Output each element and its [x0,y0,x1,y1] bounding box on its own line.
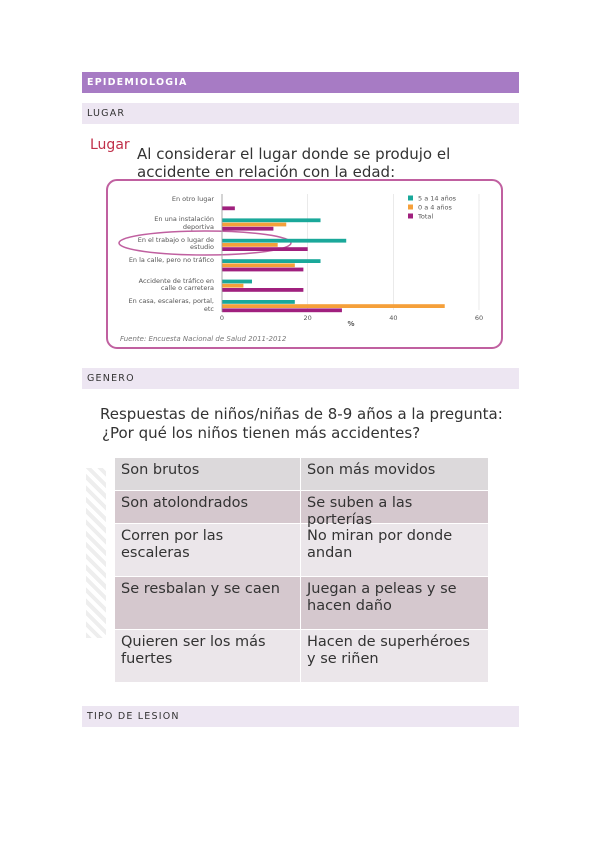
bar [222,238,347,243]
header-bar: EPIDEMIOLOGIA [82,72,519,93]
question-line: Respuestas de niños/niñas de 8-9 años a … [100,405,503,423]
title-line: Al considerar el lugar donde se produjo … [137,145,451,163]
question: Respuestas de niños/niñas de 8-9 años a … [100,405,503,443]
table-cell: Hacen de superhéroes y se riñen [307,634,470,667]
table-cell: Se suben a las porterías [307,495,413,528]
question-line: ¿Por qué los niños tienen más accidentes… [102,424,421,442]
x-tick-label: 0 [220,314,224,322]
category-label: En casa, escaleras, portal, etc [128,297,214,313]
table-cell: Corren por las escaleras [115,524,301,576]
legend-swatch [408,204,413,210]
bar [222,247,308,251]
legend-swatch [408,213,413,219]
bar [222,226,274,231]
source: Fuente: Encuesta Nacional de Salud 2011-… [120,335,287,343]
table-row: Son brutos Son más movidos [115,458,488,491]
legend-label: Total [417,213,433,221]
table-row: Corren por las escaleras No miran por don… [115,524,488,577]
x-tick-label: 20 [304,314,312,322]
legend-label: 0 a 4 años [418,204,453,212]
slide-label: Lugar [90,137,130,153]
table-row: Son atolondrados Se suben a las porterías [115,491,488,528]
bar [222,283,244,288]
legend-swatch [408,195,413,201]
bar [222,259,321,263]
bar [222,206,235,211]
category-label: En el trabajo o lugar de estudio [137,235,214,252]
x-axis-label: % [347,320,354,328]
legend-label: 5 a 14 años [418,195,457,203]
bar [222,300,295,304]
bar [222,263,295,268]
table-cell: Quieren ser los más fuertes [115,630,301,682]
bar [222,304,445,308]
table-cell: No miran por donde andan [307,528,453,561]
x-tick-label: 60 [475,314,483,322]
bar [222,267,304,272]
bar [222,222,287,227]
table-row: Quieren ser los más fuertes Hacen de supe… [115,630,488,683]
bar [222,243,278,247]
category-label: En una instalación deportiva [154,215,214,231]
category-label: Accidente de tráfico en calle o carreter… [138,276,214,293]
table-cell: Son más movidos [307,462,436,478]
category-label: En la calle, pero no tráfico [128,256,214,265]
highlight-ellipse [118,230,292,256]
table-row: Se resbalan y se caen Juegan a peleas y s… [115,577,488,630]
table-cell: Son brutos [115,458,301,490]
table: Son brutos Son más movidos Son atolondrado… [115,458,488,683]
section-bar: LUGAR [82,103,519,124]
table-cell: Son atolondrados [115,491,301,523]
table-cell: Juegan a peleas y se hacen daño [307,581,457,614]
table-cell: Se resbalan y se caen [115,577,301,629]
chart-frame [106,179,503,349]
section-bar: TIPO DE LESION [82,706,519,727]
bar [222,288,304,292]
decoration [86,468,106,638]
section-bar: GENERO [82,368,519,389]
bar [222,218,321,223]
category-label: En otro lugar [171,195,214,203]
bar [222,279,252,284]
slide-title: Al considerar el lugar donde se produjo … [137,145,450,181]
bar [222,308,342,313]
title-line: accidente en relación con la edad: [137,163,396,181]
x-tick-label: 40 [389,314,397,322]
